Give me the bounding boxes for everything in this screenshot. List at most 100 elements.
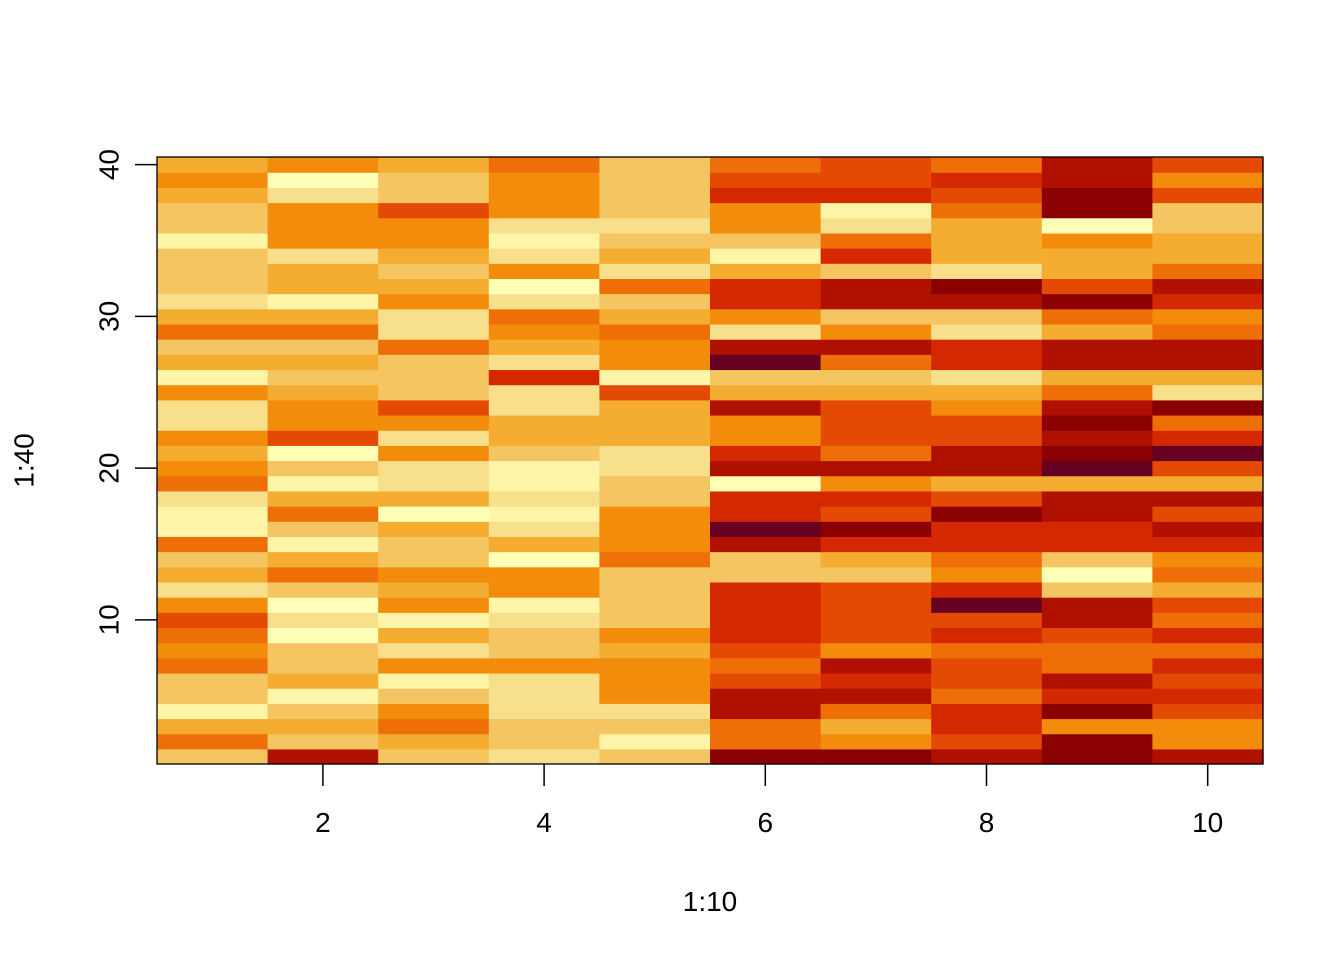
heatmap-cell [820,536,932,553]
heatmap-cell [931,627,1043,644]
heatmap-cell [157,521,269,537]
heatmap-cell [488,536,600,553]
heatmap-cell [931,187,1043,204]
heatmap-cell [1041,460,1153,477]
heatmap-cell [1152,475,1264,492]
heatmap-cell [931,445,1043,462]
heatmap-cell [267,399,379,416]
heatmap-cell [820,399,932,416]
heatmap-cell [710,672,822,689]
heatmap-cell [378,308,490,325]
heatmap-cell [157,369,269,386]
heatmap-cell [1152,612,1264,629]
heatmap-cell [599,187,711,204]
heatmap-cell [599,718,711,735]
heatmap-cell [378,187,490,204]
heatmap-cell [1152,187,1264,204]
heatmap-cell [488,445,600,462]
heatmap-cell [378,733,490,750]
heatmap-cell [1041,202,1153,219]
heatmap-cell [1041,157,1153,173]
heatmap-cell [710,551,822,568]
heatmap-cell [599,248,711,264]
heatmap-cell [710,157,822,173]
heatmap-cell [931,597,1043,613]
heatmap-cell [1041,612,1153,629]
heatmap-cell [820,672,932,689]
heatmap-cell [488,642,600,659]
heatmap-cell [599,703,711,720]
heatmap-cell [599,430,711,446]
x-tick-label: 10 [1192,807,1223,838]
heatmap-cell [488,688,600,704]
y-tick-label: 40 [94,149,125,180]
heatmap-cell [378,612,490,629]
heatmap-cell [931,718,1043,735]
heatmap-cell [599,217,711,234]
heatmap-cell [378,748,490,765]
heatmap-cell [1152,172,1264,188]
heatmap-cell [488,581,600,598]
heatmap-cell [599,627,711,644]
heatmap-cell [710,308,822,325]
heatmap-cell [1041,703,1153,720]
heatmap-cell [267,460,379,477]
heatmap-cell [267,323,379,340]
y-axis: 10 20 30 40 [94,149,157,635]
heatmap-cell [931,354,1043,371]
heatmap-cell [599,657,711,674]
heatmap-cell [710,566,822,583]
heatmap-cell [157,354,269,371]
heatmap-cell [157,414,269,431]
heatmap-cell [1041,642,1153,659]
heatmap-cell [710,263,822,279]
heatmap-cell [157,733,269,750]
heatmap-cell [710,642,822,659]
heatmap-cell [1152,399,1264,416]
heatmap-cell [267,354,379,371]
heatmap-cell [820,293,932,310]
heatmap-cell [157,536,269,553]
heatmap-cell [488,748,600,765]
heatmap-cell [378,460,490,477]
heatmap-cell [267,536,379,553]
heatmap-cell [1041,551,1153,568]
heatmap-cell [1152,627,1264,644]
heatmap-cell [599,475,711,492]
heatmap-cell [1041,748,1153,765]
heatmap-cell [267,642,379,659]
heatmap-cell [267,339,379,355]
heatmap-cell [1041,506,1153,522]
heatmap-cell [488,521,600,537]
heatmap-cell [267,232,379,249]
heatmap-cell [710,703,822,720]
heatmap-cell [599,278,711,295]
heatmap-cell [820,278,932,295]
heatmap-cell [378,672,490,689]
heatmap-cell [157,202,269,219]
heatmap-cell [710,323,822,340]
heatmap-cell [488,369,600,386]
heatmap-cell [820,172,932,188]
heatmap-cell [1041,232,1153,249]
heatmap-cell [488,172,600,188]
heatmap-cell [599,506,711,522]
heatmap-cell [931,217,1043,234]
heatmap-cell [267,627,379,644]
heatmap-cell [1041,521,1153,537]
heatmap-cell [820,566,932,583]
heatmap-cell [931,414,1043,431]
heatmap-cell [157,566,269,583]
heatmap-cell [488,597,600,613]
heatmap-cell [157,430,269,446]
heatmap-cell [820,217,932,234]
heatmap-cell [378,490,490,507]
heatmap-cell [267,566,379,583]
heatmap-cell [1152,703,1264,720]
heatmap-cell [488,703,600,720]
heatmap-cell [820,475,932,492]
heatmap-cell [1041,278,1153,295]
heatmap-cell [820,445,932,462]
heatmap-cell [157,263,269,279]
heatmap-cell [820,748,932,765]
